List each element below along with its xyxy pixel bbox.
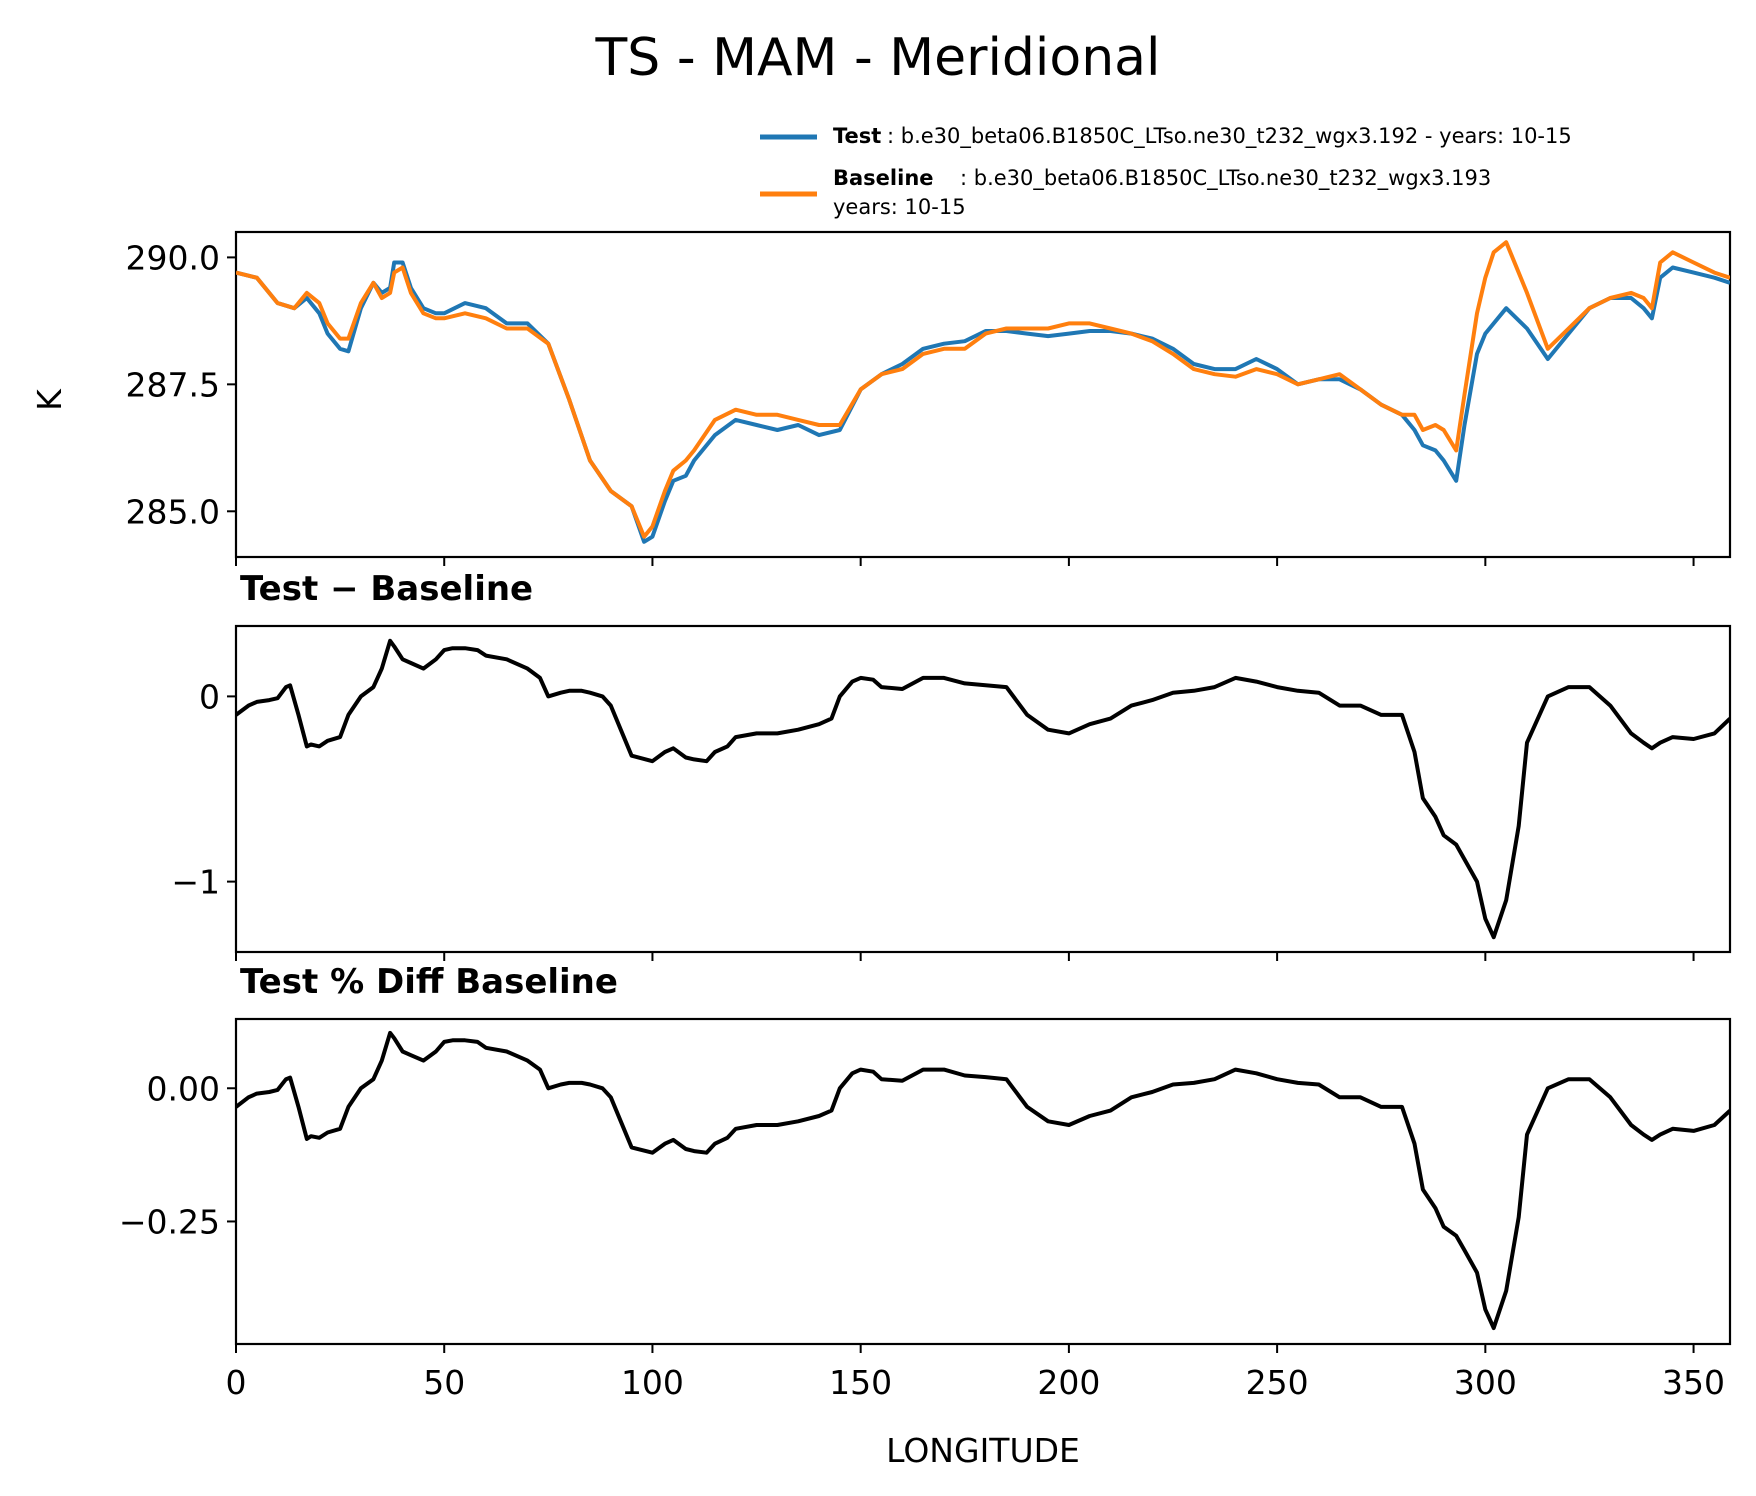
legend-label-test-name: Test [833,124,881,148]
panel-diff-frame [234,624,1732,954]
ytick-label: 0 [199,677,220,716]
xtick-label: 350 [1662,1363,1725,1402]
xlabel: LONGITUDE [886,1431,1080,1470]
series-line-test [236,260,1730,544]
series-line-test-baseline [236,638,1730,940]
legend-label-baseline-desc: : b.e30_beta06.B1850C_LTso.ne30_t232_wgx… [960,166,1491,191]
series-line-test-diff-baseline [236,1030,1730,1330]
panel-pctdiff-title: Test % Diff Baseline [240,962,618,1002]
ytick-label: 0.00 [147,1069,220,1108]
panel-pctdiff-frame [234,1017,1732,1346]
legend-label-baseline-name: Baseline [833,166,934,190]
ytick-label: 287.5 [126,365,220,404]
panel-diff-plot: −1 0 [171,638,1730,961]
legend-label-test-desc: : b.e30_beta06.B1850C_LTso.ne30_t232_wgx… [887,124,1572,149]
xtick-label: 100 [621,1363,684,1402]
series-line-baseline [236,240,1730,539]
xtick-label: 150 [829,1363,892,1402]
ytick-label: −0.25 [119,1202,220,1241]
xtick-label: 250 [1246,1363,1309,1402]
xtick-label: 50 [423,1363,465,1402]
panel-top-frame [234,230,1732,559]
xtick-label: 200 [1037,1363,1100,1402]
panel-top-plot: 285.0 287.5 290.0 [126,238,1730,566]
xtick-label: 0 [226,1363,247,1402]
panel-diff-title: Test − Baseline [240,569,533,609]
ytick-label: 285.0 [126,492,220,531]
ytick-label: −1 [171,863,220,902]
xtick-label: 300 [1454,1363,1517,1402]
legend: Test : b.e30_beta06.B1850C_LTso.ne30_t23… [760,124,1572,219]
legend-label-baseline-desc2: years: 10-15 [833,195,966,219]
ylabel-top: K [30,388,69,411]
ytick-label: 290.0 [126,238,220,277]
panel-pctdiff-plot: −0.25 0.00 0 50 100 150 200 250 300 350 [119,1030,1730,1402]
figure-title: TS - MAM - Meridional [595,28,1161,88]
